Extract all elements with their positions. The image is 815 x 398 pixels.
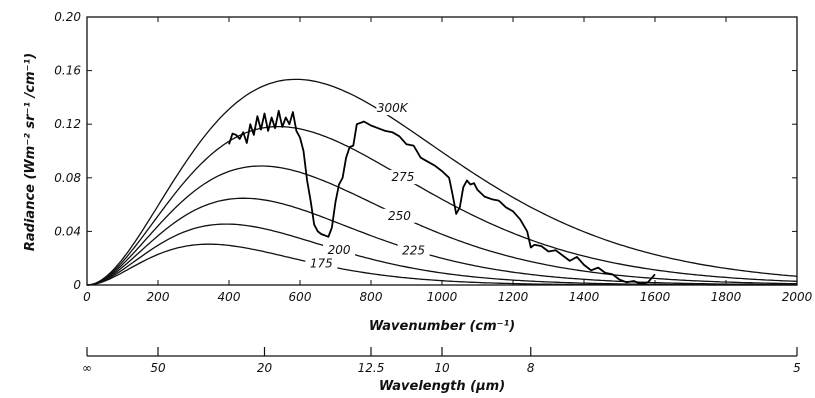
curve-label-200: 200 — [328, 243, 351, 257]
secondary-axis-label: Wavelength (μm) — [379, 379, 505, 394]
curve-label-mask — [323, 243, 356, 258]
secondary-tick-label: 50 — [150, 361, 166, 375]
x-tick-label: 200 — [147, 290, 170, 304]
secondary-tick-label: 5 — [793, 361, 801, 375]
x-tick-label: 1000 — [427, 290, 458, 304]
x-tick-label: 400 — [218, 290, 241, 304]
blackbody-curve-225 — [86, 197, 797, 286]
x-axis-label: Wavenumber (cm⁻¹) — [369, 319, 515, 334]
spectrum-layer — [228, 109, 656, 285]
x-tick-label: 0 — [83, 290, 91, 304]
x-tick-label: 600 — [289, 290, 312, 304]
x-tick-label: 1600 — [640, 290, 671, 304]
curve-label-225: 225 — [402, 243, 425, 257]
chart-frame: 0 200 400 600 800 1000 1200 1400 1600 1800 2000 0 0.… — [54, 10, 812, 375]
x-tick-label: 2000 — [782, 290, 813, 304]
curve-label-mask — [305, 256, 338, 271]
curve-label-275: 275 — [391, 170, 414, 184]
x-tick-label: 1800 — [711, 290, 742, 304]
curve-label-mask — [383, 208, 416, 223]
x-tick-label: 1200 — [498, 290, 529, 304]
y-tick-label: 0 — [73, 278, 81, 292]
secondary-tick-label: 10 — [434, 361, 450, 375]
blackbody-curve-275 — [86, 125, 798, 286]
blackbody-curve-175 — [86, 243, 797, 286]
y-tick-label: 0.04 — [54, 224, 81, 238]
y-tick-label: 0.20 — [54, 10, 81, 24]
curve-label-mask — [376, 101, 409, 116]
x-tick-label: 1400 — [569, 290, 600, 304]
y-axis-label: Radiance (Wm⁻² sr⁻¹ /cm⁻¹) — [23, 53, 38, 251]
curve-label-300: 300K — [377, 101, 409, 115]
blackbody-curve-250 — [86, 165, 797, 286]
curve-label-175: 175 — [310, 257, 333, 271]
y-tick-label: 0.16 — [54, 64, 81, 78]
y-tick-label: 0.12 — [54, 117, 81, 131]
spectrum-line — [228, 109, 656, 285]
curve-label-mask — [386, 170, 419, 185]
x-tick-label: 800 — [360, 290, 383, 304]
curve-label-250: 250 — [388, 209, 411, 223]
blackbody-curve-200 — [86, 223, 797, 286]
curve-label-mask — [397, 243, 430, 258]
blackbody-curves — [86, 78, 798, 286]
blackbody-curve-300 — [86, 78, 798, 286]
secondary-tick-label: 8 — [527, 361, 535, 375]
secondary-tick-label: 20 — [257, 361, 273, 375]
secondary-tick-label: ∞ — [82, 361, 92, 375]
secondary-tick-label: 12.5 — [358, 361, 385, 375]
y-tick-label: 0.08 — [54, 171, 81, 185]
